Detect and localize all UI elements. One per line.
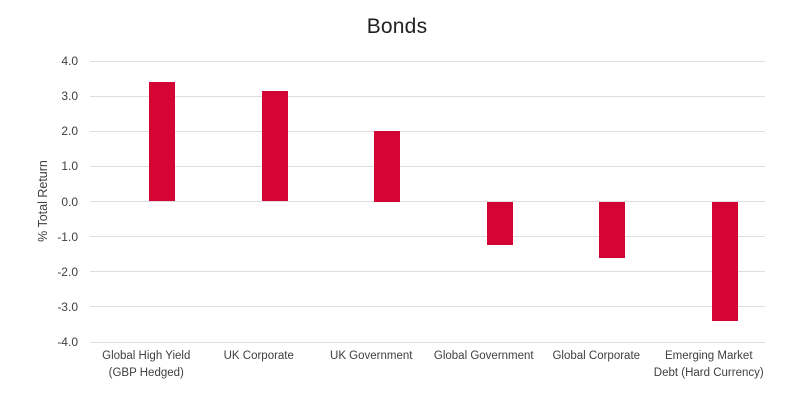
- x-axis-category-labels: Global High Yield (GBP Hedged) UK Corpora…: [90, 348, 765, 382]
- y-tick-label: -2.0: [57, 264, 78, 279]
- gridline: [90, 236, 765, 238]
- y-tick-label: 1.0: [61, 159, 78, 174]
- bar: [711, 201, 738, 321]
- y-tick-label: 0.0: [61, 194, 78, 209]
- bar: [261, 90, 288, 202]
- y-tick-label: -1.0: [57, 229, 78, 244]
- bar: [486, 201, 513, 246]
- x-category-label: UK Government: [330, 350, 413, 362]
- gridline: [90, 306, 765, 308]
- plot-area: [90, 60, 765, 343]
- chart-title: Bonds: [366, 15, 428, 38]
- gridline: [90, 165, 765, 167]
- gridline: [90, 271, 765, 273]
- bar: [149, 82, 176, 202]
- y-tick-label: 4.0: [61, 54, 78, 68]
- gridline: [90, 95, 765, 97]
- gridline: [90, 130, 765, 132]
- y-tick-label: 2.0: [61, 124, 78, 139]
- x-category-label: Emerging Market Debt (Hard Currency): [653, 350, 764, 379]
- bar: [599, 201, 626, 258]
- x-category-label: UK Corporate: [223, 350, 294, 362]
- y-tick-label: -3.0: [57, 299, 78, 314]
- y-tick-label: 3.0: [61, 89, 78, 104]
- gridline: [90, 60, 765, 62]
- gridline: [90, 201, 765, 202]
- x-category-label: Global Government: [433, 350, 534, 362]
- bar: [374, 131, 401, 202]
- x-category-label: Global High Yield (GBP Hedged): [102, 350, 191, 379]
- gridline: [90, 341, 765, 343]
- x-category-label: Global Corporate: [552, 350, 641, 362]
- y-tick-label: -4.0: [57, 335, 78, 349]
